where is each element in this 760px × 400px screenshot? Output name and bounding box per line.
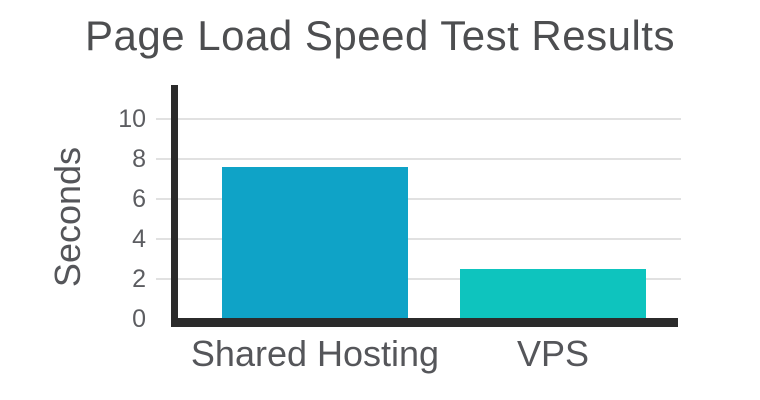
gridline-4	[156, 238, 681, 240]
x-category-label-shared-hosting: Shared Hosting	[190, 333, 440, 374]
y-tick-label-8: 8	[132, 145, 146, 173]
bar-shared-hosting	[222, 167, 408, 318]
gridline-10	[156, 118, 681, 120]
y-tick-label-4: 4	[132, 225, 146, 253]
y-axis-line	[171, 85, 178, 327]
x-axis-line	[171, 318, 678, 327]
bar-vps	[460, 269, 646, 318]
gridline-8	[156, 158, 681, 160]
y-tick-label-6: 6	[132, 185, 146, 213]
gridline-6	[156, 198, 681, 200]
x-category-label-vps: VPS	[516, 333, 590, 374]
y-tick-label-0: 0	[132, 305, 146, 333]
y-tick-label-10: 10	[118, 105, 146, 133]
gridline-2	[156, 278, 681, 280]
y-tick-label-2: 2	[132, 265, 146, 293]
chart-title: Page Load Speed Test Results	[85, 12, 675, 59]
